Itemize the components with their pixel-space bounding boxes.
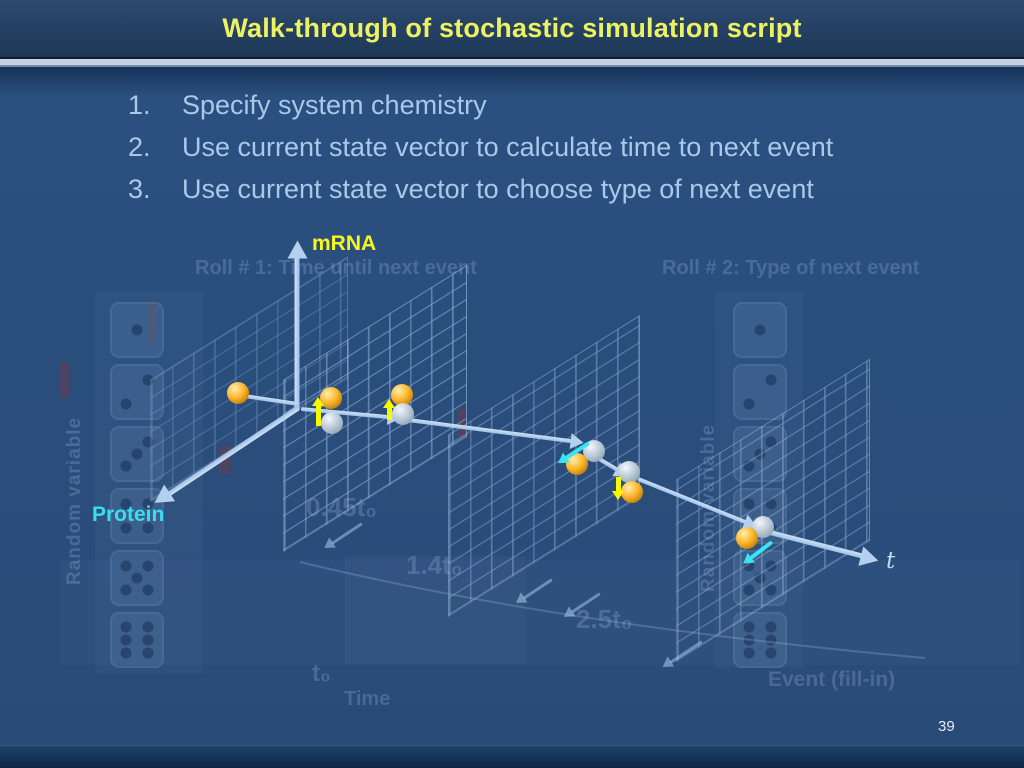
watermark-time-tick-2: 1.4t₀ [406, 550, 463, 580]
separator-line [0, 57, 1024, 59]
watermark-panel [715, 292, 803, 668]
step-number: 2. [128, 132, 151, 162]
watermark-t0-label: t₀ [312, 660, 331, 687]
protein-sphere [392, 403, 414, 425]
die-icon [733, 426, 787, 482]
separator-shadow [0, 65, 1024, 67]
mrna-axis-label: mRNA [312, 232, 377, 255]
separator-band [0, 59, 1024, 65]
die-icon [110, 426, 164, 482]
mrna-sphere [320, 387, 342, 409]
die-icon [733, 302, 787, 358]
time-axis-label: t [886, 548, 896, 574]
page-number: 39 [938, 718, 955, 735]
step-item-3: 3. Use current state vector to choose ty… [128, 168, 833, 210]
mrna-increase-arrow-icon [312, 397, 325, 426]
watermark-panel [345, 556, 525, 664]
watermark-time-axis-label: Time [344, 688, 391, 710]
protein-axis-label: Protein [92, 503, 165, 526]
mrna-decrease-arrow-icon [612, 477, 625, 500]
watermark-roll2-label: Roll # 2: Type of next event [662, 257, 920, 279]
protein-sphere [321, 412, 343, 434]
watermark-panel [60, 560, 1020, 665]
protein-sphere [618, 461, 640, 483]
die-icon [110, 612, 164, 668]
watermark-roll1-label: Roll # 1: Time until next event [195, 257, 477, 279]
die-icon [110, 550, 164, 606]
step-number: 3. [128, 174, 151, 204]
step-number: 1. [128, 90, 151, 120]
separator-fade [0, 67, 1024, 97]
step-item-2: 2. Use current state vector to calculate… [128, 126, 833, 168]
title-bar [0, 0, 1024, 57]
watermark-red-mark [60, 362, 70, 398]
step-text: Use current state vector to calculate ti… [182, 132, 834, 162]
mrna-sphere [736, 527, 758, 549]
die-icon [733, 612, 787, 668]
die-icon [110, 364, 164, 420]
watermark-red-mark [458, 408, 466, 438]
mrna-increase-arrow-icon [383, 399, 396, 420]
step-list: 1. Specify system chemistry 2. Use curre… [128, 84, 833, 210]
watermark-event-label: Event (fill-in) [768, 668, 896, 691]
step-item-1: 1. Specify system chemistry [128, 84, 833, 126]
watermark-time-tick-3: 2.5t₀ [576, 604, 633, 634]
mrna-sphere [227, 382, 249, 404]
mrna-sphere [566, 453, 588, 475]
page-title: Walk-through of stochastic simulation sc… [222, 13, 802, 43]
die-icon [733, 364, 787, 420]
bottom-bar [0, 745, 1024, 768]
watermark-red-mark [150, 302, 156, 342]
watermark-time-tick-1: 0.45t₀ [306, 492, 377, 523]
mrna-axis [294, 256, 300, 410]
step-text: Specify system chemistry [182, 90, 487, 120]
protein-sphere [752, 516, 774, 538]
die-icon [110, 302, 164, 358]
step-text: Use current state vector to choose type … [182, 174, 814, 204]
mrna-sphere [391, 384, 413, 406]
mrna-sphere [621, 481, 643, 503]
